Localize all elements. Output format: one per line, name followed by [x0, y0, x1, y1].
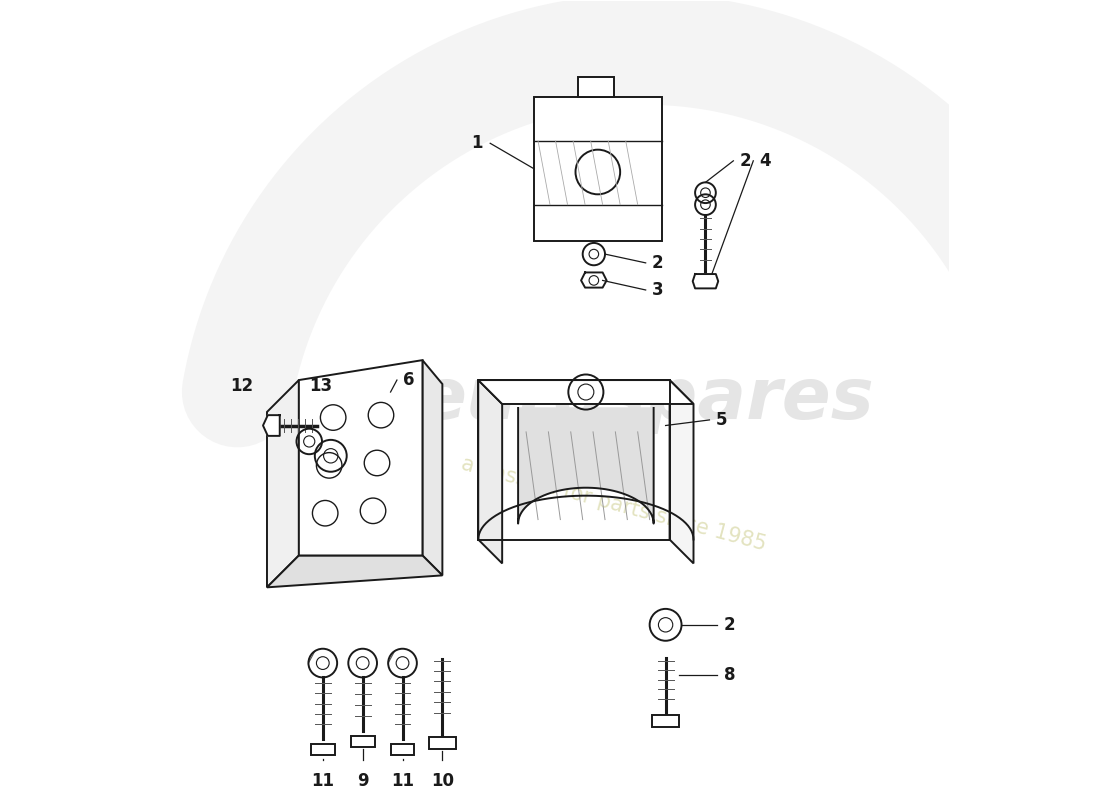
Polygon shape — [670, 380, 693, 563]
Polygon shape — [267, 380, 299, 587]
Text: 4: 4 — [760, 152, 771, 170]
Text: 11: 11 — [311, 771, 334, 790]
FancyBboxPatch shape — [311, 744, 334, 754]
Text: 12: 12 — [230, 377, 253, 394]
Text: 2: 2 — [739, 152, 751, 170]
Text: 2: 2 — [724, 616, 736, 634]
Text: 2: 2 — [652, 254, 663, 272]
Polygon shape — [581, 273, 606, 287]
Text: a passion for parts since 1985: a passion for parts since 1985 — [459, 454, 769, 554]
Polygon shape — [478, 380, 503, 563]
Text: 6: 6 — [403, 371, 414, 389]
Polygon shape — [693, 274, 718, 288]
Text: 1: 1 — [471, 134, 482, 152]
Text: 10: 10 — [431, 771, 454, 790]
FancyBboxPatch shape — [390, 744, 415, 754]
FancyBboxPatch shape — [652, 715, 679, 727]
Polygon shape — [518, 408, 653, 523]
Polygon shape — [299, 360, 422, 555]
Text: 3: 3 — [652, 281, 663, 299]
FancyBboxPatch shape — [578, 77, 614, 97]
Text: 13: 13 — [309, 377, 333, 394]
FancyBboxPatch shape — [535, 97, 661, 241]
FancyBboxPatch shape — [351, 737, 375, 746]
Text: 5: 5 — [716, 411, 727, 429]
Polygon shape — [263, 415, 279, 436]
Text: 9: 9 — [356, 771, 369, 790]
Polygon shape — [267, 555, 442, 587]
Text: eurospares: eurospares — [417, 366, 874, 434]
Polygon shape — [422, 360, 442, 575]
Text: 8: 8 — [724, 666, 735, 684]
Text: 11: 11 — [390, 771, 414, 790]
FancyBboxPatch shape — [429, 738, 455, 749]
Polygon shape — [478, 380, 693, 404]
